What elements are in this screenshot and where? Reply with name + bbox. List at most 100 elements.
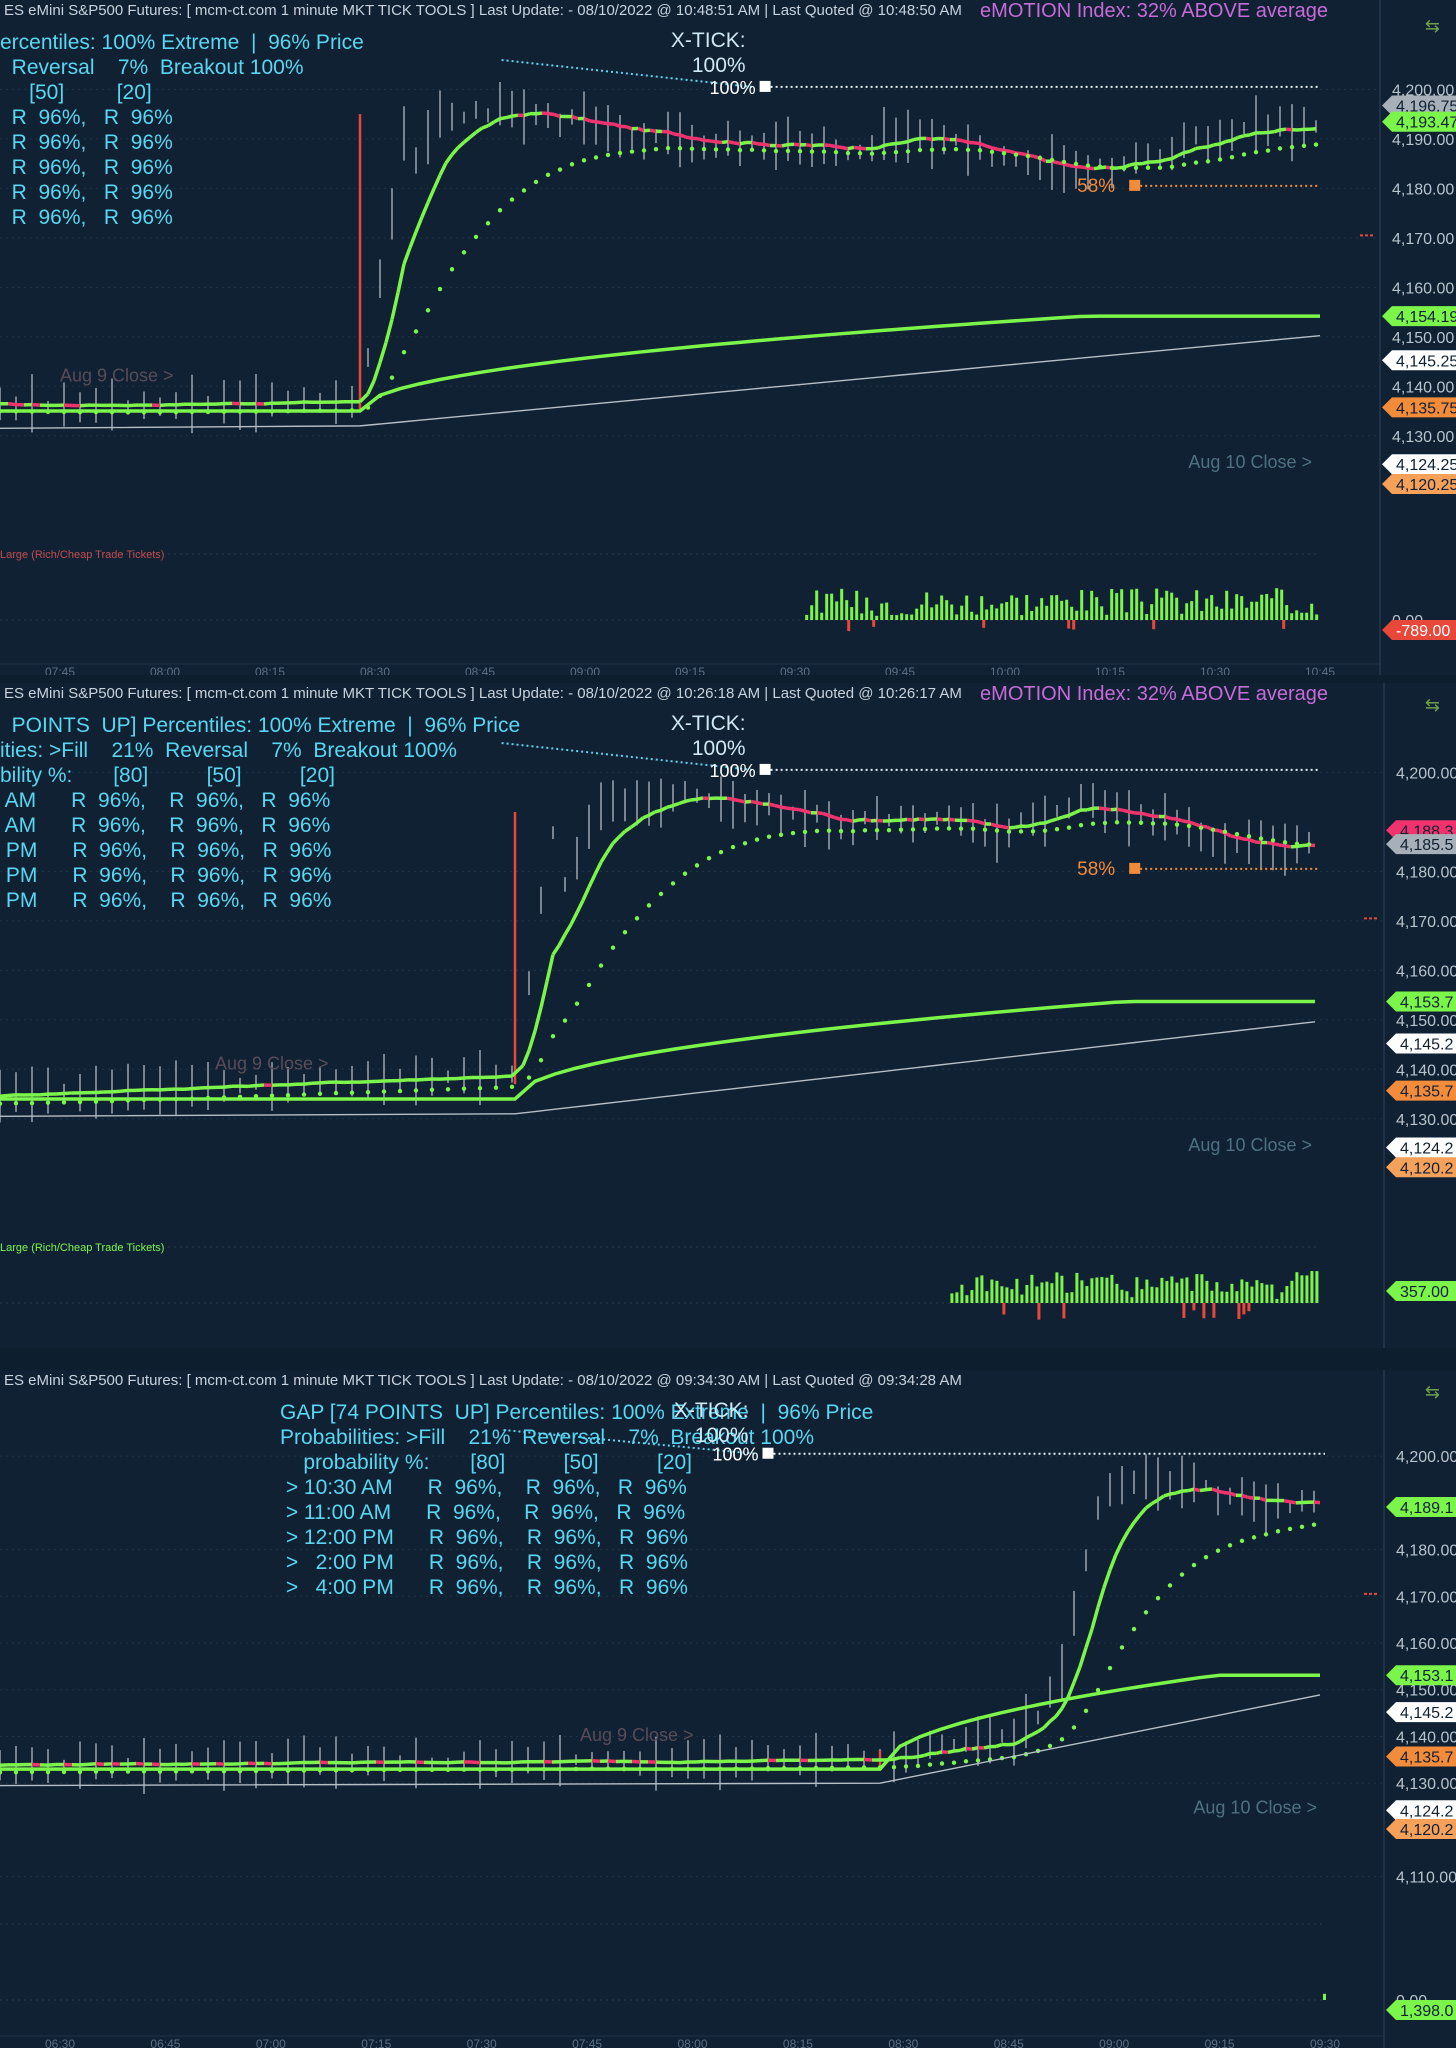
price-tag: [1382, 95, 1456, 116]
slow-ma-dot: [989, 149, 995, 155]
fast-ma-segment: [1171, 153, 1179, 161]
chart-tool-icon[interactable]: ⇆: [1425, 16, 1440, 36]
fast-ma-segment: [581, 886, 591, 902]
volume-bar-negative: [872, 620, 876, 627]
xtick-marker: [759, 763, 771, 775]
tick-volume-bars: [1323, 1993, 1326, 2000]
fast-ma-segment: [255, 1083, 265, 1088]
chart-tool-icon[interactable]: ⇆: [1425, 695, 1440, 715]
fast-ma-segment: [1102, 1569, 1112, 1589]
fast-ma-segment: [402, 246, 412, 265]
volume-bar: [985, 609, 989, 620]
fast-ma-segment: [1211, 1487, 1219, 1493]
fast-ma-segment: [863, 1757, 873, 1762]
fast-ma-segment: [1044, 819, 1052, 825]
slow-ma-dot: [1263, 1532, 1269, 1537]
price-tag: [1382, 306, 1456, 327]
fast-ma-segment: [979, 141, 987, 148]
xtick-marker-label: 100%: [710, 78, 756, 98]
xtick-label: X-TICK:: [670, 29, 746, 52]
fast-ma-segment: [895, 141, 903, 146]
volume-bar: [1195, 590, 1199, 620]
slow-ma-dot: [982, 827, 988, 832]
volume-bar: [880, 603, 884, 620]
price-tag-text: 4,124.25: [1396, 457, 1456, 474]
slow-ma-dot: [545, 172, 551, 177]
fast-ma-segment: [183, 1762, 193, 1767]
pct-marker: [1129, 862, 1141, 874]
probability-row: > 4:00 PM R 96%, R 96%, R 96%: [280, 1576, 688, 1599]
slow-ma-dot: [1186, 823, 1192, 829]
volume-bar: [1225, 590, 1229, 620]
price-tag-text: 4,120.2: [1400, 1160, 1453, 1177]
slow-ma-dot: [1294, 841, 1300, 847]
slow-ma-dot: [61, 1100, 67, 1105]
chart-canvas: 4,200.00 4,180.00 4,170.00 4,160.00 4,150.00…: [0, 683, 1456, 1348]
fast-ma-segment: [679, 1760, 689, 1765]
price-tag: [1386, 1702, 1456, 1723]
fast-ma-segment: [1056, 815, 1064, 821]
fast-ma-segment: [941, 1750, 949, 1755]
emotion-index: eMOTION Index: 32% ABOVE average: [980, 683, 1328, 705]
volume-bar-negative: [1002, 1303, 1006, 1315]
fast-ma-segment: [947, 1749, 955, 1755]
fast-ma-segment: [1031, 1730, 1039, 1737]
slow-ma-dot: [1157, 165, 1163, 170]
volume-bar: [1060, 600, 1064, 620]
fast-ma-segment: [1050, 817, 1058, 823]
fast-ma-segment: [1278, 843, 1286, 848]
volume-bar: [1245, 1281, 1249, 1303]
slow-ma-dot: [1042, 828, 1048, 833]
slow-ma-dot: [941, 146, 947, 152]
chart-canvas: 4,200.00 4,190.00 4,180.00 4,170.00 4,160.00…: [0, 0, 1456, 675]
fast-ma-segment: [667, 130, 675, 136]
slow-ma-dot: [1181, 162, 1187, 167]
fast-ma-segment: [672, 801, 680, 808]
volume-bar: [1190, 1290, 1194, 1303]
time-tick-label: 08:45: [465, 665, 495, 675]
volume-bar: [1030, 610, 1034, 620]
chart-tool-icon[interactable]: ⇆: [1425, 1382, 1440, 1402]
slow-ma-dot: [1155, 1595, 1161, 1601]
slow-ma-dot: [1107, 1665, 1113, 1671]
slow-ma-dot: [473, 234, 479, 240]
slow-ma-dot: [1169, 164, 1175, 170]
probability-row: POINTS UP] Percentiles: 100% Extreme | 9…: [0, 714, 521, 737]
slow-ma-dot: [1085, 163, 1091, 168]
volume-bar: [1150, 1286, 1154, 1303]
volume-bar-negative: [1202, 1303, 1206, 1319]
fast-ma-segment: [1219, 139, 1227, 146]
time-tick-label: 10:45: [1305, 665, 1335, 675]
price-tag: [1382, 111, 1456, 132]
fast-ma-segment: [533, 1007, 543, 1032]
fast-ma-segment: [923, 1751, 931, 1758]
slow-ma-dot: [1299, 1524, 1305, 1530]
fast-ma-segment: [1013, 1739, 1021, 1746]
volume-bar: [935, 604, 939, 620]
fast-ma-segment: [870, 818, 878, 823]
slow-ma-dot: [1229, 154, 1235, 160]
volume-bar: [1115, 593, 1119, 620]
slow-ma-dot: [1119, 1645, 1125, 1650]
fast-ma-segment: [1284, 844, 1292, 849]
xtick-trend-line: [503, 1429, 756, 1455]
slow-ma-dot: [1193, 160, 1199, 165]
fast-ma-segment: [739, 140, 747, 146]
fast-ma-segment: [990, 822, 998, 828]
fast-ma-segment: [438, 162, 448, 177]
slow-ma-dot: [670, 881, 676, 886]
price-tick-label: 4,190.00: [1392, 132, 1454, 149]
price-tag-text: 4,145.2: [1400, 1037, 1453, 1054]
fast-ma-segment: [47, 1762, 57, 1767]
time-tick-label: 10:30: [1200, 665, 1230, 675]
volume-bar: [1100, 606, 1104, 620]
slow-ma-dot: [891, 1764, 897, 1770]
fast-ma-segment: [358, 392, 370, 403]
volume-bar: [1005, 1287, 1009, 1303]
volume-bar-negative: [982, 620, 986, 628]
fast-ma-segment: [563, 923, 573, 936]
volume-bar: [1085, 610, 1089, 620]
fast-ma-segment: [912, 817, 920, 822]
price-tick-label: 4,130.00: [1396, 1776, 1456, 1793]
fast-ma-segment: [1068, 811, 1076, 817]
